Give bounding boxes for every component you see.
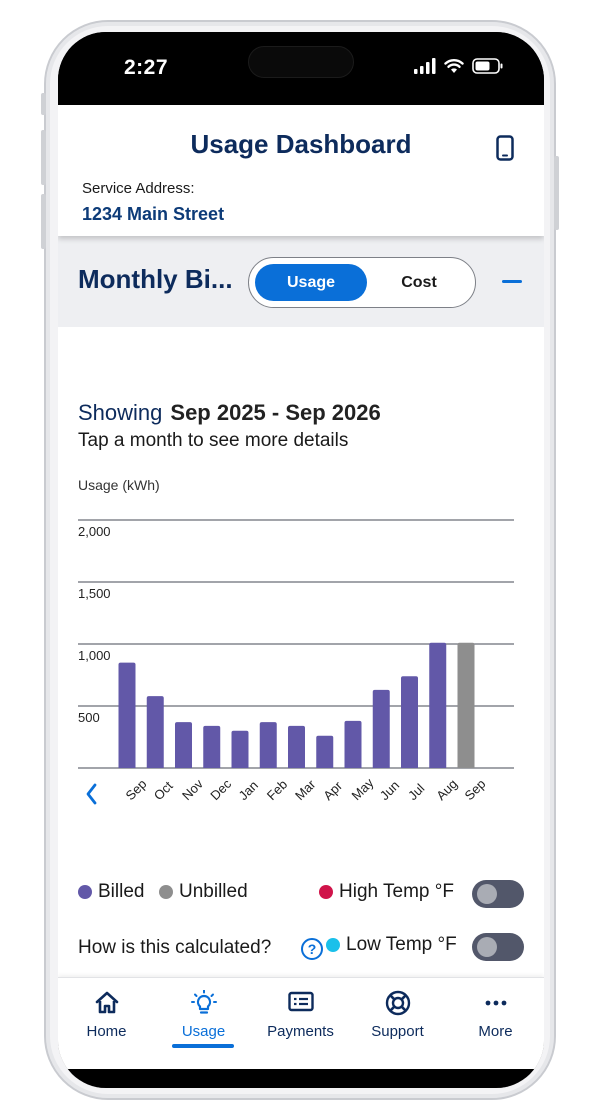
x-tick-label: Nov: [179, 776, 206, 803]
high-temp-dot: [319, 885, 333, 899]
monthly-bill-section-header: Monthly Bi... Usage Cost: [58, 236, 544, 327]
cost-toggle-button[interactable]: Cost: [401, 274, 437, 291]
nav-support[interactable]: Support: [349, 978, 446, 1070]
billed-bar[interactable]: [372, 689, 390, 768]
x-tick-label: Mar: [292, 776, 319, 803]
service-address-label: Service Address:: [82, 180, 195, 197]
how-calculated-link[interactable]: How is this calculated?: [78, 937, 272, 958]
billed-dot: [78, 885, 92, 899]
dynamic-island: [248, 46, 354, 78]
billed-bar[interactable]: [231, 730, 249, 768]
y-tick-label: 1,000: [78, 648, 111, 663]
low-temp-switch[interactable]: [472, 933, 524, 961]
status-time: 2:27: [124, 56, 169, 79]
screen: 2:27 Usage Dashboard: [58, 32, 544, 1088]
help-icon[interactable]: ?: [301, 938, 323, 960]
payments-icon: [288, 991, 314, 1012]
home-indicator-area: [58, 1069, 544, 1088]
billed-bar[interactable]: [118, 662, 136, 768]
nav-active-indicator: [172, 1044, 234, 1048]
page-title: Usage Dashboard: [190, 129, 412, 159]
wifi-icon: [444, 59, 464, 73]
unbilled-dot: [159, 885, 173, 899]
nav-more[interactable]: More: [447, 978, 544, 1070]
date-range: Showing Sep 2025 - Sep 2026: [78, 400, 381, 426]
unbilled-bar[interactable]: [457, 642, 475, 768]
nav-support-label: Support: [371, 1023, 424, 1040]
service-address[interactable]: 1234 Main Street: [82, 204, 225, 224]
low-temp-dot: [326, 938, 340, 952]
status-bar: 2:27: [58, 32, 544, 105]
power-button: [554, 156, 559, 230]
nav-home-label: Home: [86, 1023, 127, 1040]
y-tick-label: 500: [78, 710, 100, 725]
app-content: Usage Dashboard Service Address: 1234 Ma…: [58, 105, 544, 1088]
billed-bar[interactable]: [429, 642, 447, 768]
billed-bar[interactable]: [175, 722, 192, 768]
signal-icon: [414, 58, 436, 74]
x-tick-label: Jan: [236, 778, 261, 803]
usage-cost-toggle: Usage Cost: [248, 257, 476, 308]
mute-switch: [41, 93, 46, 115]
low-temp-switch-knob: [477, 937, 497, 957]
usage-toggle-button[interactable]: Usage: [255, 264, 367, 301]
x-tick-label: May: [349, 775, 377, 803]
collapse-icon[interactable]: [502, 280, 522, 283]
app-header: Usage Dashboard Service Address: 1234 Ma…: [58, 105, 544, 236]
legend-high-temp: High Temp °F: [319, 881, 454, 903]
billed-bar[interactable]: [146, 696, 164, 768]
tap-hint: Tap a month to see more details: [78, 430, 349, 451]
legend-billed: Billed: [78, 881, 144, 903]
billed-bar[interactable]: [401, 676, 418, 768]
high-temp-switch-knob: [477, 884, 497, 904]
nav-payments-label: Payments: [267, 1023, 334, 1040]
x-tick-label: Oct: [151, 778, 176, 803]
lightbulb-icon: [191, 990, 217, 1014]
date-range-prefix: Showing: [78, 400, 163, 425]
y-tick-label: 2,000: [78, 524, 111, 539]
billed-bar[interactable]: [259, 722, 277, 768]
x-tick-label: Sep: [462, 776, 489, 803]
battery-icon: [472, 58, 503, 74]
nav-usage[interactable]: Usage: [155, 978, 252, 1070]
billed-bar[interactable]: [316, 735, 334, 768]
legend-billed-label: Billed: [98, 881, 145, 902]
legend-unbilled: Unbilled: [159, 881, 248, 903]
nav-usage-label: Usage: [181, 1023, 226, 1040]
date-range-value: Sep 2025 - Sep 2026: [170, 400, 381, 425]
more-icon: [485, 1000, 507, 1006]
chevron-left-icon[interactable]: [86, 783, 97, 805]
nav-home[interactable]: Home: [58, 978, 155, 1070]
high-temp-switch[interactable]: [472, 880, 524, 908]
y-axis-title: Usage (kWh): [78, 477, 160, 493]
x-tick-label: Feb: [264, 777, 290, 803]
x-tick-label: Dec: [207, 776, 234, 803]
legend-unbilled-label: Unbilled: [179, 881, 248, 902]
legend-low-temp: Low Temp °F: [326, 934, 457, 956]
y-tick-label: 1,500: [78, 586, 111, 601]
legend-high-temp-label: High Temp °F: [339, 881, 454, 902]
nav-more-label: More: [478, 1023, 513, 1040]
section-title: Monthly Bi...: [78, 264, 233, 294]
legend-low-temp-label: Low Temp °F: [346, 934, 457, 955]
x-tick-label: Jun: [377, 778, 402, 803]
home-icon: [95, 991, 119, 1014]
lifebuoy-icon: [385, 990, 411, 1016]
x-tick-label: Jul: [405, 781, 427, 803]
billed-bar[interactable]: [288, 725, 305, 768]
volume-down-button: [41, 194, 46, 249]
volume-up-button: [41, 130, 46, 185]
billed-bar[interactable]: [203, 725, 221, 768]
status-icons: [414, 58, 504, 74]
x-tick-label: Sep: [123, 776, 150, 803]
bottom-nav: Home Usage: [58, 977, 544, 1069]
billed-bar[interactable]: [344, 720, 362, 768]
x-tick-label: Aug: [433, 776, 460, 803]
x-tick-label: Apr: [320, 778, 345, 803]
mobile-device-icon[interactable]: [496, 135, 514, 161]
nav-payments[interactable]: Payments: [252, 978, 349, 1070]
